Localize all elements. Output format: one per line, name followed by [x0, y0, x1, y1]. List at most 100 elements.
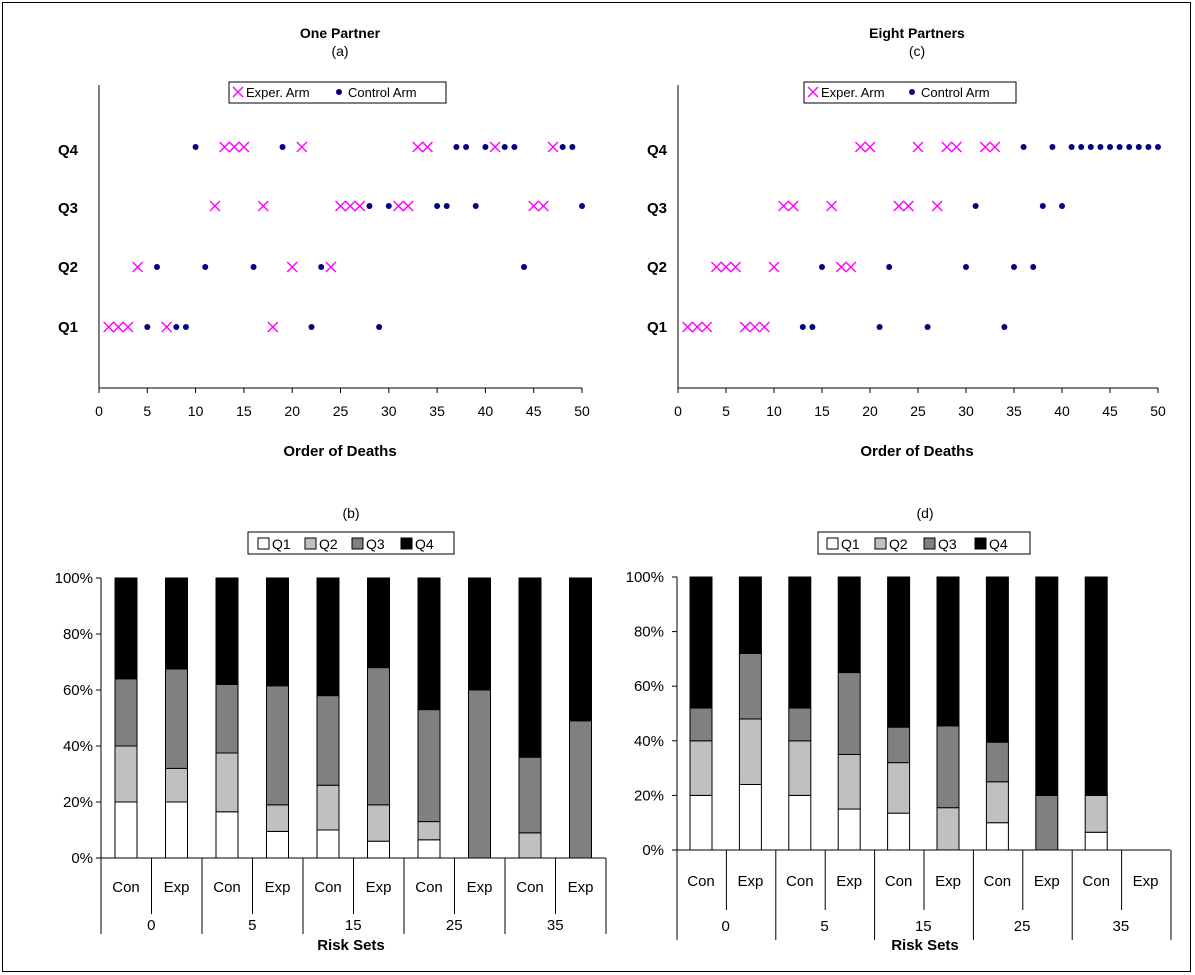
exper-arm-point — [701, 321, 713, 333]
y-tick-label: 20% — [634, 787, 664, 804]
panel-c-points — [682, 141, 1161, 333]
panel-c-legend: Exper. Arm Control Arm — [803, 81, 1017, 104]
panel-c-subtitle: (c) — [909, 43, 925, 59]
control-arm-point — [963, 264, 969, 270]
bar-segment-q1 — [985, 822, 1009, 851]
y-tick-label: 40% — [634, 733, 664, 750]
exper-arm-point — [710, 261, 722, 273]
exper-arm-point — [979, 141, 991, 153]
x-tick-label: 30 — [381, 403, 397, 419]
bar-segment-q3 — [316, 695, 340, 786]
y-cat-q3: Q3 — [647, 200, 667, 217]
legend-dot-marker — [336, 89, 342, 95]
bar-segment-q2 — [165, 767, 188, 803]
bar-segment-q4 — [569, 577, 592, 722]
control-arm-point — [1135, 144, 1142, 150]
exper-arm-point — [835, 261, 847, 273]
x-tick-label: 20 — [862, 403, 878, 419]
y-tick-label: 80% — [634, 624, 664, 641]
category-label: Exp — [265, 879, 291, 896]
y-tick-label: 80% — [63, 626, 93, 643]
bar-segment-q3 — [837, 672, 861, 755]
group-label: 35 — [1113, 918, 1130, 935]
group-label: 0 — [722, 918, 730, 935]
panel-c-eight-partners: Eight Partners (c) Exper. Arm Control Ar… — [647, 25, 1166, 460]
exper-arm-point — [730, 261, 742, 273]
bar-segment-q1 — [887, 812, 911, 851]
panel-a-points — [103, 141, 585, 333]
control-arm-point — [443, 203, 450, 209]
bar-segment-q4 — [518, 577, 542, 758]
exper-arm-point — [902, 200, 914, 212]
x-tick-label: 40 — [478, 403, 494, 419]
y-cat-q2: Q2 — [58, 259, 78, 276]
x-tick-label: 10 — [766, 403, 782, 419]
legend-swatch-q1 — [826, 537, 839, 550]
exper-arm-point — [826, 200, 838, 212]
x-tick-label: 30 — [958, 403, 974, 419]
legend-label: Q1 — [841, 536, 860, 552]
control-arm-point — [1078, 144, 1085, 150]
category-label: Exp — [935, 873, 961, 890]
category-label: Con — [314, 879, 342, 896]
control-arm-point — [876, 324, 883, 330]
category-label: Con — [213, 879, 241, 896]
bar-segment-q3 — [518, 756, 542, 834]
control-arm-point — [1126, 144, 1133, 150]
exper-arm-point — [989, 141, 1001, 153]
bar-segment-q4 — [1035, 576, 1059, 796]
bar-segment-q4 — [738, 576, 762, 654]
control-arm-point — [559, 144, 566, 150]
bar-segment-q3 — [1035, 794, 1059, 851]
control-arm-point — [376, 324, 383, 330]
panel-d-y-ticks: 0% 20% 40% 60% 80% 100% — [626, 569, 677, 859]
bar-segment-q2 — [985, 781, 1009, 824]
exper-arm-point — [691, 321, 703, 333]
bar-segment-q1 — [788, 794, 812, 851]
exper-arm-point — [112, 321, 124, 333]
exper-arm-point — [778, 200, 790, 212]
exper-arm-point — [682, 321, 694, 333]
bar-segment-q4 — [1084, 576, 1108, 796]
control-arm-point — [521, 264, 528, 270]
category-label: Exp — [366, 879, 392, 896]
x-tick-label: 15 — [236, 403, 252, 419]
bar-segment-q4 — [165, 577, 188, 670]
control-arm-point — [472, 203, 479, 209]
control-arm-point — [144, 324, 151, 330]
panel-b-x-title: Risk Sets — [317, 937, 385, 954]
category-label: Con — [786, 873, 814, 890]
exper-arm-point — [537, 200, 549, 212]
control-arm-point — [482, 144, 489, 150]
panel-b-stacked-bars: (b) Q1 Q2 Q3 Q4 0%20%40%60%80%100% Con Exp Co… — [55, 505, 607, 954]
exper-arm-point — [335, 200, 346, 212]
exper-arm-point — [787, 200, 799, 212]
bar-segment-q3 — [887, 726, 911, 764]
control-arm-point — [318, 264, 325, 270]
bar-segment-q1 — [417, 839, 441, 859]
bar-segment-q3 — [114, 678, 138, 747]
control-arm-point — [886, 264, 893, 270]
bar-segment-q1 — [114, 801, 138, 859]
exper-arm-point — [547, 141, 559, 153]
category-label: Exp — [568, 879, 594, 896]
bar-segment-q4 — [367, 577, 390, 669]
bar-segment-q4 — [417, 577, 441, 711]
control-arm-point — [819, 264, 825, 270]
control-arm-point — [579, 203, 585, 209]
exper-arm-point — [749, 321, 761, 333]
x-tick-label: 10 — [188, 403, 204, 419]
bar-segment-q4 — [837, 576, 861, 674]
panel-a-legend: Exper. Arm Control Arm — [228, 81, 447, 104]
category-label: Con — [112, 879, 140, 896]
y-tick-label: 60% — [634, 678, 664, 695]
category-label: Con — [984, 873, 1012, 890]
x-tick-label: 40 — [1054, 403, 1070, 419]
bar-segment-q4 — [114, 577, 138, 680]
control-arm-point — [972, 203, 979, 209]
x-tick-label: 5 — [143, 403, 151, 419]
group-label: 5 — [248, 917, 256, 934]
legend-label-control: Control Arm — [921, 85, 990, 100]
panel-a-subtitle: (a) — [331, 43, 348, 59]
